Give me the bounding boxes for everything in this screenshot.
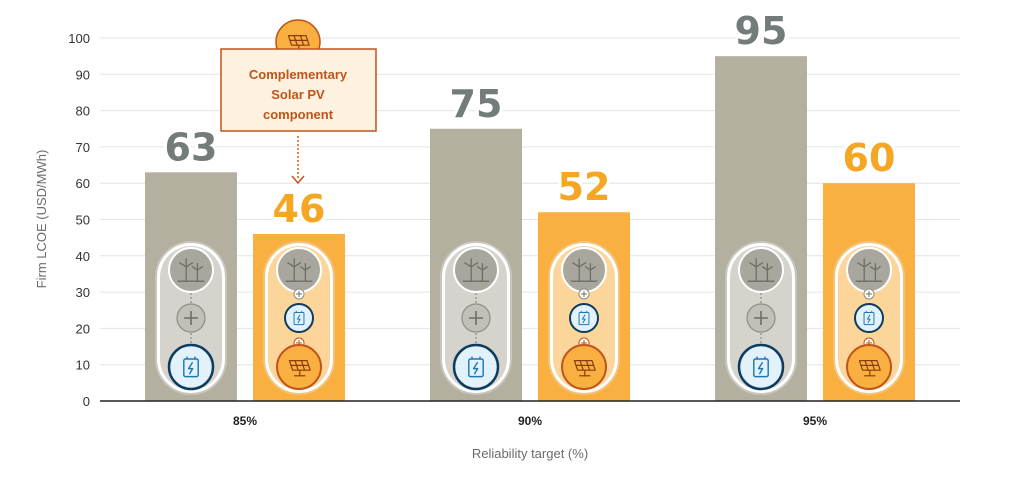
x-tick-label: 90%	[518, 414, 542, 428]
y-axis-title: Firm LCOE (USD/MWh)	[34, 150, 49, 289]
value-labels: 63 46 75 52 95 60	[162, 6, 899, 234]
solar-icon-badge	[561, 344, 607, 390]
wind-battery-stack	[155, 241, 227, 395]
wind-icon-badge	[168, 247, 214, 293]
data-label: 46	[273, 187, 326, 231]
callout-text-line: Solar PV	[271, 87, 325, 102]
callout-text-line: Complementary	[249, 67, 348, 82]
callout-text: Complementary Solar PV component	[249, 67, 348, 122]
y-tick-label: 0	[83, 394, 90, 409]
wind-icon-badge	[846, 247, 892, 293]
x-axis-title: Reliability target (%)	[472, 446, 588, 461]
y-tick-label: 40	[76, 249, 90, 264]
plus-icon	[184, 311, 198, 325]
y-tick-label: 10	[76, 358, 90, 373]
y-tick-label: 30	[76, 285, 90, 300]
plus-icon	[754, 311, 768, 325]
battery-icon-badge	[167, 343, 215, 391]
solar-pv-callout: Complementary Solar PV component	[220, 19, 377, 185]
y-tick-labels: 0 10 20 30 40 50 60 70 80 90 100	[68, 31, 90, 409]
data-label: 63	[165, 125, 218, 169]
x-tick-labels: 85% 90% 95%	[233, 414, 827, 428]
callout-text-line: component	[263, 107, 334, 122]
wind-icon-badge	[276, 247, 322, 293]
wind-battery-solar-stack	[263, 241, 335, 395]
data-label: 75	[450, 82, 503, 126]
y-tick-label: 60	[76, 176, 90, 191]
y-tick-label: 90	[76, 67, 90, 82]
battery-icon-badge	[854, 303, 884, 333]
wind-battery-stack	[725, 241, 797, 395]
wind-battery-stack	[440, 241, 512, 395]
gridlines	[100, 37, 960, 366]
x-tick-label: 95%	[803, 414, 827, 428]
plus-icon	[469, 311, 483, 325]
battery-icon-badge	[284, 303, 314, 333]
callout-arrow-head	[291, 175, 305, 185]
solar-icon-badge	[846, 344, 892, 390]
data-label: 60	[843, 136, 896, 180]
plus-icon	[296, 291, 302, 297]
y-tick-label: 80	[76, 104, 90, 119]
solar-icon-badge	[276, 344, 322, 390]
technology-icons	[155, 241, 905, 395]
battery-icon-badge	[569, 303, 599, 333]
y-tick-label: 100	[68, 31, 90, 46]
wind-battery-solar-stack	[833, 241, 905, 395]
x-tick-label: 85%	[233, 414, 257, 428]
y-tick-label: 70	[76, 140, 90, 155]
plus-icon	[581, 291, 587, 297]
data-label: 95	[735, 9, 788, 53]
plus-icon	[866, 291, 872, 297]
y-tick-label: 50	[76, 213, 90, 228]
wind-icon-badge	[561, 247, 607, 293]
wind-battery-solar-stack	[548, 241, 620, 395]
callout-box	[220, 48, 377, 132]
wind-icon-badge	[738, 247, 784, 293]
data-label: 52	[558, 165, 611, 209]
battery-icon-badge	[737, 343, 785, 391]
wind-icon-badge	[453, 247, 499, 293]
battery-icon-badge	[452, 343, 500, 391]
y-tick-label: 20	[76, 321, 90, 336]
